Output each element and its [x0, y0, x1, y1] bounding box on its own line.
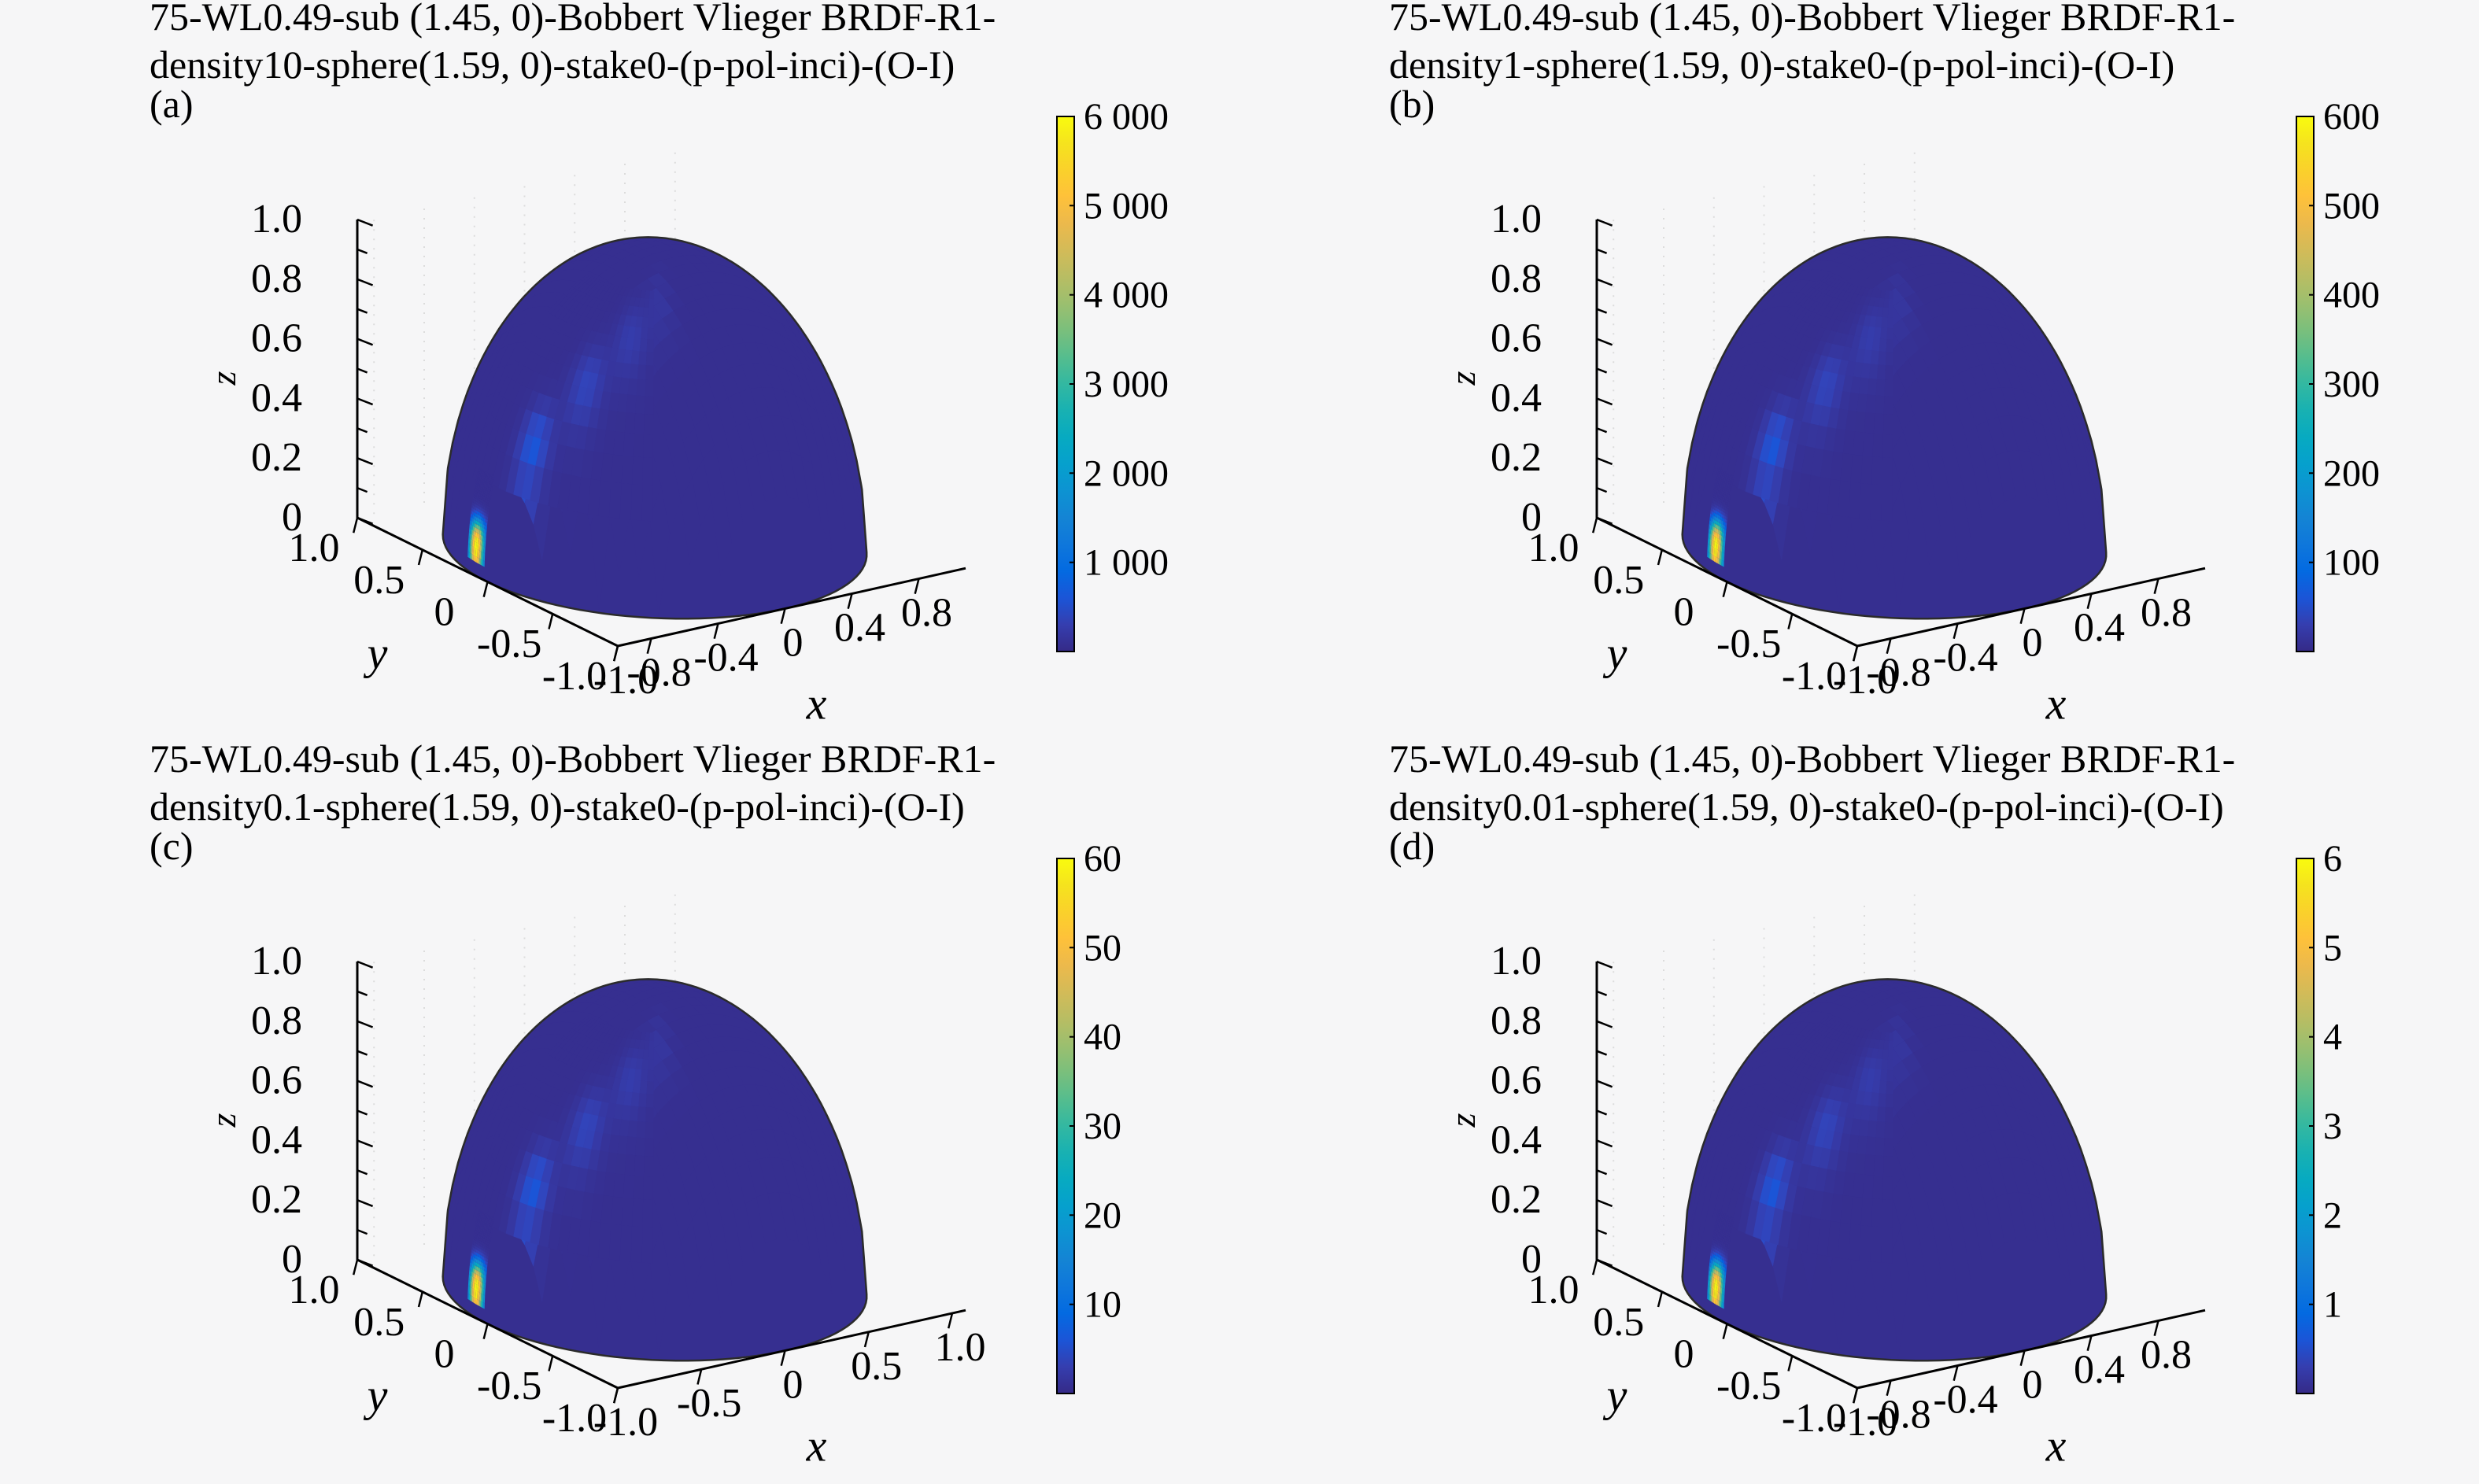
svg-text:y: y [364, 628, 388, 679]
svg-text:2 000: 2 000 [1084, 452, 1169, 494]
svg-text:10: 10 [1084, 1284, 1121, 1326]
svg-text:x: x [2045, 678, 2067, 729]
svg-text:5 000: 5 000 [1084, 185, 1169, 227]
svg-text:-1.0: -1.0 [593, 1400, 658, 1445]
svg-text:0.4: 0.4 [1491, 375, 1542, 420]
svg-text:4 000: 4 000 [1084, 275, 1169, 316]
svg-text:0.8: 0.8 [251, 257, 302, 301]
svg-text:30: 30 [1084, 1106, 1121, 1147]
svg-text:0.8: 0.8 [2141, 591, 2192, 636]
svg-text:1.0: 1.0 [251, 197, 302, 242]
svg-text:density1-sphere(1.59, 0)-stake: density1-sphere(1.59, 0)-stake0-(p-pol-i… [1389, 42, 2174, 87]
svg-text:density0.01-sphere(1.59, 0)-st: density0.01-sphere(1.59, 0)-stake0-(p-po… [1389, 784, 2224, 829]
svg-text:1 000: 1 000 [1084, 542, 1169, 584]
svg-text:75-WL0.49-sub (1.45, 0)-Bobber: 75-WL0.49-sub (1.45, 0)-Bobbert Vlieger … [150, 0, 996, 39]
svg-text:(a): (a) [150, 82, 194, 126]
svg-text:-0.5: -0.5 [477, 1364, 541, 1408]
svg-text:75-WL0.49-sub (1.45, 0)-Bobber: 75-WL0.49-sub (1.45, 0)-Bobbert Vlieger … [1389, 742, 2235, 781]
svg-text:-0.5: -0.5 [677, 1381, 741, 1426]
svg-text:0.2: 0.2 [1491, 435, 1542, 480]
svg-text:0.8: 0.8 [901, 591, 952, 636]
svg-text:0: 0 [2023, 621, 2043, 666]
svg-text:0.2: 0.2 [251, 435, 302, 480]
svg-text:100: 100 [2323, 542, 2380, 584]
svg-text:60: 60 [1084, 838, 1121, 880]
svg-text:(c): (c) [150, 824, 194, 868]
svg-text:1.0: 1.0 [1528, 526, 1579, 570]
svg-text:1.0: 1.0 [935, 1325, 986, 1370]
svg-text:0: 0 [1674, 590, 1694, 635]
svg-text:0.8: 0.8 [1491, 257, 1542, 301]
svg-text:y: y [1603, 628, 1627, 679]
svg-text:0.4: 0.4 [2074, 606, 2125, 651]
svg-text:40: 40 [1084, 1017, 1121, 1058]
svg-text:0.5: 0.5 [353, 558, 405, 603]
svg-text:6 000: 6 000 [1084, 96, 1169, 138]
svg-text:0.5: 0.5 [353, 1300, 405, 1345]
svg-text:0.4: 0.4 [251, 375, 302, 420]
svg-text:75-WL0.49-sub (1.45, 0)-Bobber: 75-WL0.49-sub (1.45, 0)-Bobbert Vlieger … [1389, 0, 2235, 39]
svg-text:(d): (d) [1389, 824, 1435, 868]
svg-text:1.0: 1.0 [251, 939, 302, 984]
svg-text:-0.8: -0.8 [1866, 651, 1930, 696]
svg-text:-0.4: -0.4 [1933, 636, 1997, 681]
svg-text:1.0: 1.0 [1491, 197, 1542, 242]
svg-text:0.5: 0.5 [1593, 558, 1644, 603]
svg-text:0: 0 [783, 621, 804, 666]
svg-text:0: 0 [783, 1363, 804, 1408]
svg-text:0.6: 0.6 [1491, 316, 1542, 361]
svg-text:-0.5: -0.5 [1716, 622, 1781, 666]
svg-text:500: 500 [2323, 185, 2380, 227]
svg-text:0.5: 0.5 [851, 1344, 902, 1389]
svg-text:z: z [203, 1113, 243, 1128]
svg-text:50: 50 [1084, 927, 1121, 969]
svg-text:x: x [806, 678, 827, 729]
svg-text:0.8: 0.8 [251, 999, 302, 1043]
svg-text:0.4: 0.4 [251, 1117, 302, 1162]
svg-text:75-WL0.49-sub (1.45, 0)-Bobber: 75-WL0.49-sub (1.45, 0)-Bobbert Vlieger … [150, 742, 996, 781]
svg-text:0.6: 0.6 [251, 316, 302, 361]
svg-text:200: 200 [2323, 452, 2380, 494]
svg-text:z: z [1443, 371, 1483, 386]
svg-text:-0.8: -0.8 [626, 651, 691, 696]
svg-text:1.0: 1.0 [289, 526, 340, 570]
svg-text:x: x [806, 1420, 827, 1471]
svg-text:density10-sphere(1.59, 0)-stak: density10-sphere(1.59, 0)-stake0-(p-pol-… [150, 42, 955, 87]
svg-text:z: z [203, 371, 243, 386]
svg-text:0.6: 0.6 [251, 1058, 302, 1103]
svg-text:y: y [364, 1370, 388, 1421]
svg-text:0: 0 [434, 1332, 455, 1377]
svg-text:0.2: 0.2 [251, 1177, 302, 1222]
svg-text:-0.4: -0.4 [693, 636, 758, 681]
svg-text:density0.1-sphere(1.59, 0)-sta: density0.1-sphere(1.59, 0)-stake0-(p-pol… [150, 784, 965, 829]
svg-text:(b): (b) [1389, 82, 1435, 126]
svg-text:3 000: 3 000 [1084, 364, 1169, 405]
svg-text:400: 400 [2323, 275, 2380, 316]
svg-text:0.4: 0.4 [834, 606, 885, 651]
svg-text:-0.5: -0.5 [477, 622, 541, 666]
svg-text:20: 20 [1084, 1194, 1121, 1236]
svg-text:300: 300 [2323, 364, 2380, 405]
svg-text:1.0: 1.0 [289, 1268, 340, 1312]
svg-text:0: 0 [434, 590, 455, 635]
svg-text:600: 600 [2323, 96, 2380, 138]
